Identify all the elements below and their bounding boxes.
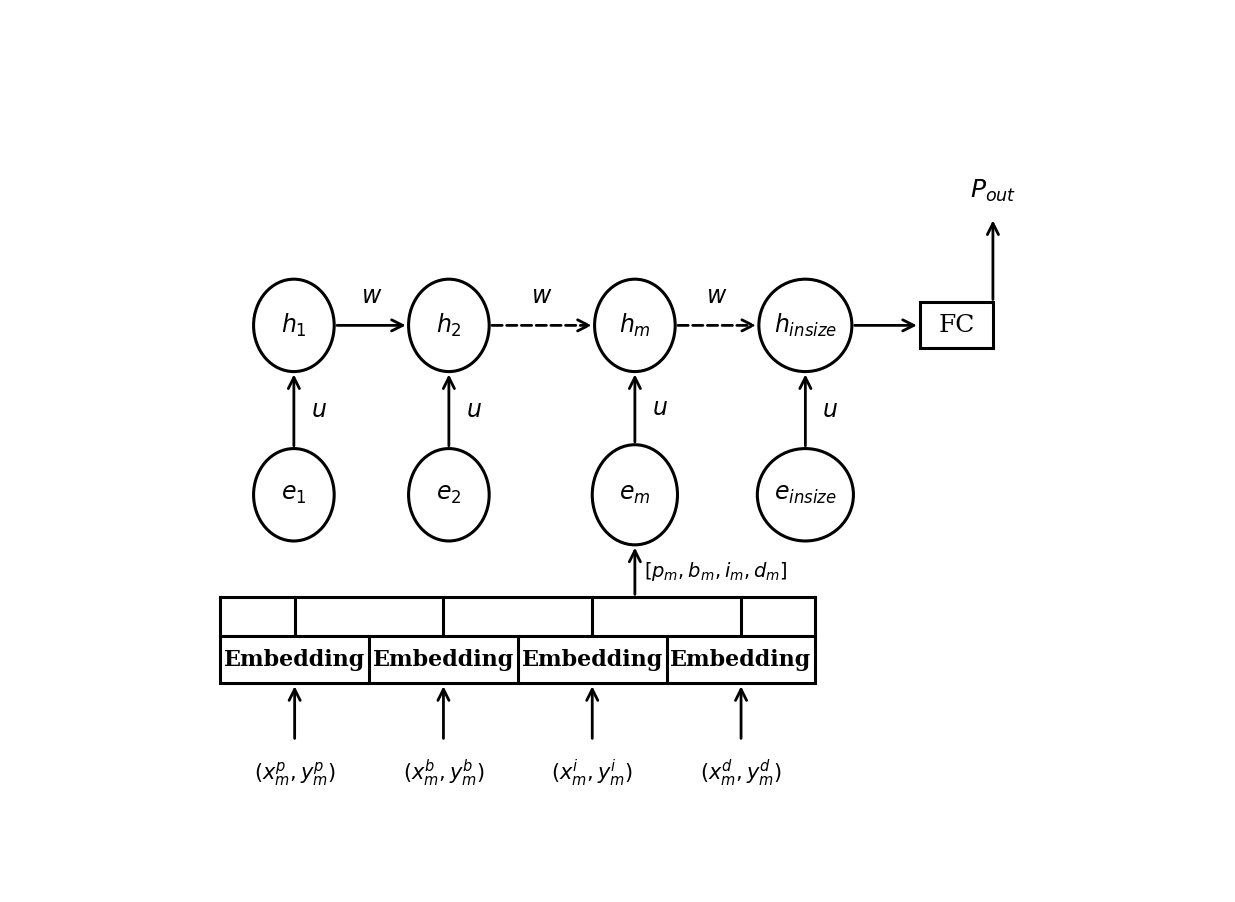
Ellipse shape [757,448,853,541]
Text: $w$: $w$ [531,285,552,308]
Text: $e_1$: $e_1$ [282,483,306,506]
Ellipse shape [253,448,335,541]
Text: $w$: $w$ [706,285,727,308]
Text: $h_1$: $h_1$ [280,312,306,339]
Text: $h_m$: $h_m$ [619,312,651,339]
Text: $(x_m^d, y_m^d)$: $(x_m^d, y_m^d)$ [700,758,782,789]
FancyBboxPatch shape [220,636,815,684]
Text: $u$: $u$ [823,399,839,421]
Text: $[p_m,b_m,i_m,d_m]$: $[p_m,b_m,i_m,d_m]$ [645,559,788,583]
Text: FC: FC [939,314,974,336]
Text: $w$: $w$ [361,285,382,308]
Ellipse shape [758,280,852,372]
FancyBboxPatch shape [920,302,993,348]
Ellipse shape [409,280,489,372]
Text: $u$: $u$ [652,397,668,419]
Text: $e_{insize}$: $e_{insize}$ [774,483,837,506]
Text: $(x_m^i, y_m^i)$: $(x_m^i, y_m^i)$ [552,758,634,789]
Text: $h_{insize}$: $h_{insize}$ [773,312,837,339]
Text: $P_{out}$: $P_{out}$ [969,179,1016,205]
Text: $u$: $u$ [311,399,327,421]
Text: Embedding: Embedding [521,649,663,670]
Text: $(x_m^p, y_m^p)$: $(x_m^p, y_m^p)$ [254,759,336,787]
Text: $u$: $u$ [466,399,482,421]
Ellipse shape [594,280,676,372]
Ellipse shape [409,448,489,541]
Text: Embedding: Embedding [373,649,514,670]
Ellipse shape [593,445,678,545]
Text: $(x_m^b, y_m^b)$: $(x_m^b, y_m^b)$ [403,758,484,789]
Text: $h_2$: $h_2$ [436,312,462,339]
Ellipse shape [253,280,335,372]
Text: Embedding: Embedding [671,649,811,670]
Text: Embedding: Embedding [224,649,366,670]
Text: $e_2$: $e_2$ [436,483,462,506]
Text: $e_m$: $e_m$ [619,483,651,506]
